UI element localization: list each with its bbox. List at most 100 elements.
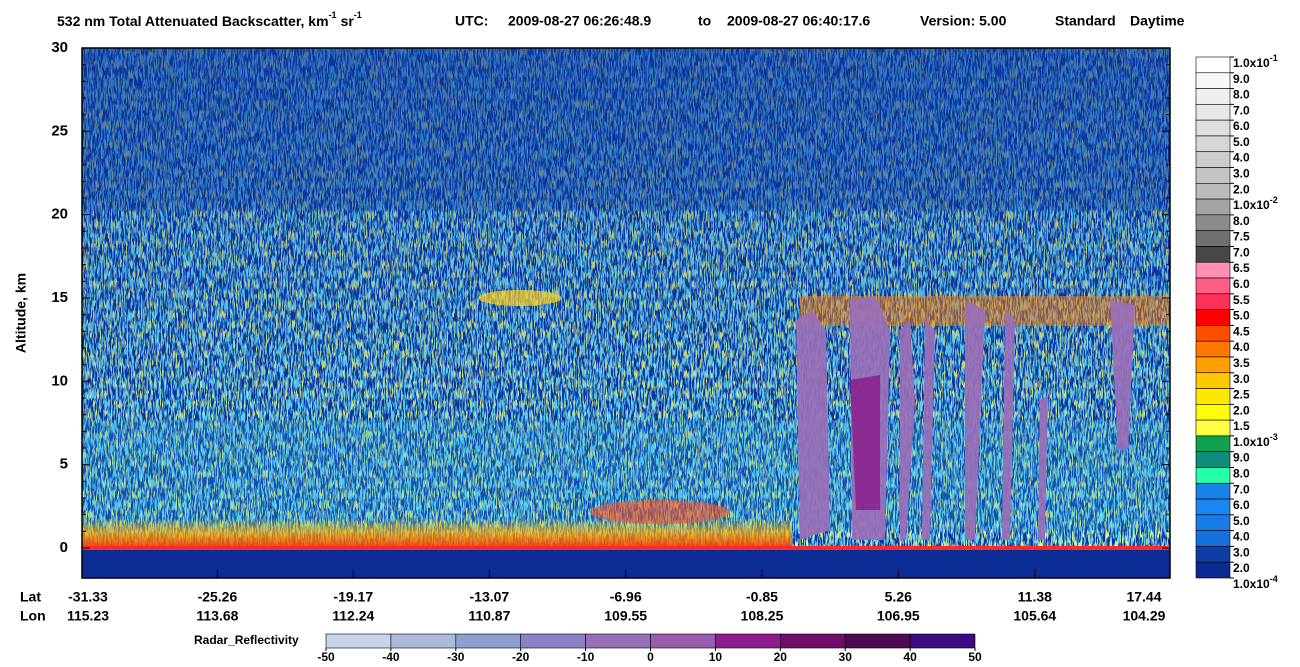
colorbar-label: 6.5 <box>1233 261 1250 275</box>
y-tick-label: 10 <box>51 372 68 389</box>
lon-label: 104.29 <box>1123 608 1166 624</box>
colorbar-label: 7.5 <box>1233 230 1250 244</box>
colorbar-box <box>1195 546 1231 563</box>
colorbar-label-text: 3.5 <box>1233 356 1250 370</box>
colorbar-label-text: 2.5 <box>1233 388 1250 402</box>
colorbar-box <box>1195 246 1231 263</box>
colorbar-box <box>1195 340 1231 358</box>
radar-colorbar-label: -10 <box>577 650 595 664</box>
radar-colorbar-box <box>455 633 521 649</box>
colorbar-label: 3.0 <box>1233 546 1250 560</box>
colorbar-box <box>1195 388 1231 405</box>
colorbar-label: 4.0 <box>1233 151 1250 165</box>
colorbar-label-text: 8.0 <box>1233 467 1250 481</box>
colorbar-label: 3.0 <box>1233 372 1250 386</box>
colorbar-label: 1.0x10-2 <box>1233 195 1278 212</box>
colorbar-label-text: 6.0 <box>1233 498 1250 512</box>
colorbar-box <box>1195 309 1231 326</box>
radar-colorbar-label: -20 <box>512 650 530 664</box>
colorbar-label: 1.5 <box>1233 419 1250 433</box>
colorbar-label: 2.5 <box>1233 388 1250 402</box>
colorbar-box <box>1195 467 1231 484</box>
colorbar-box <box>1195 135 1231 153</box>
day-night: Daytime <box>1130 13 1185 29</box>
colorbar-label-text: 5.0 <box>1233 135 1250 149</box>
y-tick-label: 20 <box>51 206 68 223</box>
colorbar-label: 5.0 <box>1233 135 1250 149</box>
colorbar-label: 9.0 <box>1233 72 1250 86</box>
colorbar-label-text: 5.0 <box>1233 309 1250 323</box>
utc-label: UTC: <box>455 13 488 29</box>
lon-label: 113.68 <box>196 608 238 624</box>
colorbar-label: 2.0 <box>1233 404 1250 418</box>
colorbar-label-text: 7.5 <box>1233 230 1250 244</box>
y-tick-label: 25 <box>51 122 68 139</box>
product: Standard <box>1055 13 1116 29</box>
colorbar-label-exponent: -1 <box>1270 53 1278 63</box>
colorbar-box <box>1195 482 1231 500</box>
radar-colorbar-label: 30 <box>839 650 853 664</box>
lon-label: 109.55 <box>604 608 647 624</box>
colorbar-box <box>1195 261 1231 279</box>
x-tick-label: 5.26 <box>885 589 912 605</box>
colorbar-label-text: 3.0 <box>1233 372 1250 386</box>
colorbar-label-exponent: -3 <box>1270 432 1278 442</box>
colorbar-label-text: 2.0 <box>1233 182 1250 196</box>
colorbar-label-text: 4.0 <box>1233 530 1250 544</box>
colorbar-label: 1.0x10-3 <box>1233 432 1278 449</box>
colorbar-label-text: 5.5 <box>1233 293 1250 307</box>
colorbar-label: 4.5 <box>1233 325 1250 339</box>
colorbar-label-text: 4.0 <box>1233 151 1250 165</box>
x-tick-label: -25.26 <box>198 589 238 605</box>
colorbar-label-text: 4.0 <box>1233 340 1250 354</box>
colorbar-label: 3.0 <box>1233 167 1250 181</box>
x-row-label: Lon <box>20 608 46 624</box>
colorbar-label-text: 6.0 <box>1233 277 1250 291</box>
colorbar-box <box>1195 356 1231 374</box>
radar-colorbar-box <box>390 633 457 649</box>
colorbar-label: 7.0 <box>1233 482 1250 496</box>
radar-colorbar-box <box>779 633 846 649</box>
radar-colorbar-label: -40 <box>382 650 400 664</box>
colorbar-label-text: 7.0 <box>1233 482 1250 496</box>
colorbar-label: 5.5 <box>1233 293 1250 307</box>
lon-label: 110.87 <box>468 608 510 624</box>
surface-return <box>82 546 1170 550</box>
radar-colorbar-box <box>715 633 781 649</box>
radar-colorbar-box <box>844 633 911 649</box>
colorbar-label-text: 3.0 <box>1233 546 1250 560</box>
colorbar-label-text: 4.5 <box>1233 325 1250 339</box>
colorbar-box <box>1195 56 1231 74</box>
colorbar-box <box>1195 183 1231 200</box>
version: Version: 5.00 <box>920 13 1007 29</box>
colorbar-box <box>1195 167 1231 184</box>
colorbar-label-text: 8.0 <box>1233 88 1250 102</box>
colorbar-label: 2.0 <box>1233 561 1250 575</box>
title-text: 532 nm Total Attenuated Backscatter, km <box>57 13 329 29</box>
colorbar-box <box>1195 498 1231 516</box>
title-exponent: -1 <box>354 10 362 20</box>
title-exponent: -1 <box>329 10 337 20</box>
colorbar-label-text: 7.0 <box>1233 246 1250 260</box>
colorbar-label: 8.0 <box>1233 467 1250 481</box>
y-tick-label: 30 <box>51 39 68 56</box>
colorbar-label-text: 1.0x10 <box>1233 56 1270 70</box>
x-tick-label: -31.33 <box>68 589 108 605</box>
cirrus <box>478 290 562 306</box>
colorbar-box <box>1195 325 1231 342</box>
colorbar-label: 3.5 <box>1233 356 1250 370</box>
colorbar-label: 1.0x10-1 <box>1233 53 1278 70</box>
radar-colorbar-box <box>650 633 716 649</box>
colorbar-label-text: 9.0 <box>1233 451 1250 465</box>
end-time: 2009-08-27 06:40:17.6 <box>727 13 870 29</box>
colorbar-label-text: 7.0 <box>1233 104 1250 118</box>
colorbar-label-text: 6.5 <box>1233 261 1250 275</box>
radar-colorbar-label: 0 <box>647 650 654 664</box>
colorbar-label-text: 8.0 <box>1233 214 1250 228</box>
boundary-layer <box>590 500 730 524</box>
colorbar-label-text: 2.0 <box>1233 404 1250 418</box>
colorbar-label-text: 6.0 <box>1233 119 1250 133</box>
colorbar-box <box>1195 561 1231 579</box>
colorbar-box <box>1195 530 1231 547</box>
